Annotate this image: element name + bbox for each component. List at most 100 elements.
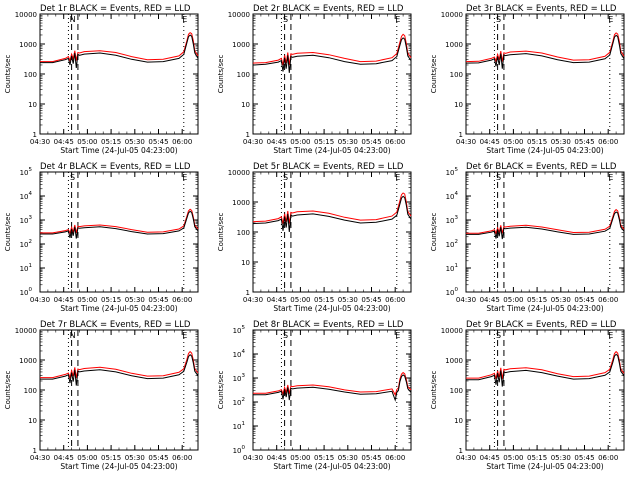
y-tick-label: 100 [450,387,463,395]
y-tick-label: 100 [24,387,37,395]
y-axis-label: Counts/sec [4,371,12,410]
x-tick-label: 05:15 [314,296,334,304]
y-axis-label: Counts/sec [4,213,12,252]
series-line-lld [40,350,199,380]
y-tick-label: 100 [233,445,246,455]
x-tick-label: 05:45 [574,454,594,462]
y-tick-label: 105 [446,167,459,177]
x-tick-label: 04:30 [243,454,263,462]
y-tick-label: 104 [233,349,246,359]
chart-title: Det 6r BLACK = Events, RED = LLD [466,162,617,172]
plot-frame [465,329,625,451]
y-tick-label: 105 [20,167,33,177]
x-tick-label: 05:00 [77,296,97,304]
x-axis-label: Start Time (24-Jul-05 04:23:00) [60,146,177,155]
chart-panel-7: Det 7r BLACK = Events, RED = LLD 1 10 100 10… [4,320,199,471]
series-line-lld [40,31,199,63]
y-tick-label: 100 [446,287,459,297]
x-tick-label: 05:30 [125,454,145,462]
plot-frame [252,171,412,293]
y-tick-label: 100 [20,287,33,297]
x-tick-label: 05:15 [527,454,547,462]
series-line-events [40,210,199,239]
x-tick-label: 05:00 [290,454,310,462]
marker-label: E [182,173,187,182]
x-tick-label: 05:30 [125,296,145,304]
x-tick-label: 04:45 [54,138,74,146]
y-tick-label: 10000 [15,327,37,335]
x-tick-label: 05:30 [551,296,571,304]
x-tick-label: 05:30 [338,138,358,146]
marker-label: S [283,173,288,182]
marker-label: N [70,15,76,24]
y-tick-label: 1 [246,289,250,297]
y-tick-label: 10000 [228,169,250,177]
x-tick-label: 05:45 [361,138,381,146]
series-line-events [252,195,412,233]
x-tick-label: 05:00 [290,296,310,304]
chart-title: Det 8r BLACK = Events, RED = LLD [253,320,404,330]
marker-label: E [395,15,400,24]
marker-label: N [70,331,76,340]
x-tick-label: 05:15 [527,296,547,304]
series-line-events [40,353,199,386]
x-tick-label: 05:45 [148,454,168,462]
chart-panel-5: Det 5r BLACK = Events, RED = LLD 1 10 100 10… [217,162,412,313]
x-tick-label: 05:15 [101,454,121,462]
marker-label: E [608,331,613,340]
x-tick-label: 05:45 [361,454,381,462]
x-axis-label: Start Time (24-Jul-05 04:23:00) [486,146,603,155]
marker-label: E [182,331,187,340]
y-tick-label: 100 [24,71,37,79]
y-tick-label: 10000 [441,11,463,19]
marker-label: E [182,15,187,24]
y-tick-label: 102 [446,239,458,249]
y-tick-label: 101 [233,421,245,431]
x-tick-label: 06:00 [172,138,192,146]
x-tick-label: 04:30 [456,454,476,462]
marker-label: S [283,15,288,24]
y-axis-label: Counts/sec [217,213,225,252]
x-axis-label: Start Time (24-Jul-05 04:23:00) [486,304,603,313]
y-tick-label: 10 [241,259,250,267]
y-tick-label: 102 [233,397,245,407]
x-tick-label: 05:30 [551,454,571,462]
series-line-events [253,374,412,402]
y-tick-label: 1 [33,447,37,455]
chart-panel-4: Det 4r BLACK = Events, RED = LLD 100 101 10… [4,162,199,313]
y-tick-label: 1000 [232,41,250,49]
x-axis-label: Start Time (24-Jul-05 04:23:00) [60,462,177,471]
x-tick-label: 05:00 [503,296,523,304]
y-axis-label: Counts/sec [430,55,438,94]
chart-panel-1: Det 1r BLACK = Events, RED = LLD 1 10 100 10… [4,4,199,155]
marker-label: S [496,173,501,182]
y-tick-label: 10 [28,101,37,109]
series-line-lld [253,371,412,397]
y-tick-label: 100 [450,71,463,79]
x-tick-label: 04:30 [243,138,263,146]
x-tick-label: 05:15 [527,138,547,146]
y-tick-label: 100 [237,229,250,237]
y-tick-label: 102 [20,239,32,249]
x-tick-label: 04:45 [54,454,74,462]
x-tick-label: 04:30 [456,138,476,146]
y-tick-label: 10 [454,417,463,425]
y-tick-label: 10000 [15,11,37,19]
y-tick-label: 10000 [441,327,463,335]
x-axis-label: Start Time (24-Jul-05 04:23:00) [273,146,390,155]
x-tick-label: 05:15 [101,138,121,146]
y-axis-label: Counts/sec [4,55,12,94]
chart-title: Det 9r BLACK = Events, RED = LLD [466,320,617,330]
y-axis-label: Counts/sec [430,213,438,252]
chart-title: Det 2r BLACK = Events, RED = LLD [253,4,404,14]
x-tick-label: 06:00 [598,454,618,462]
y-tick-label: 103 [233,373,246,383]
x-axis-label: Start Time (24-Jul-05 04:23:00) [60,304,177,313]
series-line-lld [252,33,412,66]
marker-label: E [608,15,613,24]
marker-label: E [395,331,400,340]
series-line-events [252,37,412,73]
x-axis-label: Start Time (24-Jul-05 04:23:00) [486,462,603,471]
x-tick-label: 04:30 [30,454,50,462]
x-tick-label: 04:45 [267,454,287,462]
